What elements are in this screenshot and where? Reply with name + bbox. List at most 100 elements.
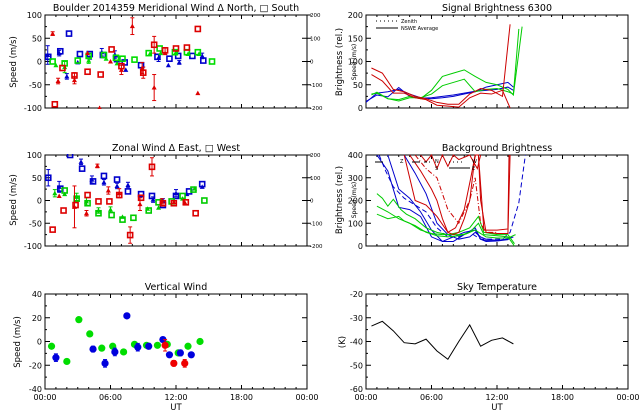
data-point-square <box>78 165 86 172</box>
title-background: Background Brightness <box>442 143 552 154</box>
y-tick-label: 0 <box>37 338 42 347</box>
data-point-square <box>148 192 156 200</box>
frame-background <box>365 154 629 247</box>
data-point-triangle <box>199 184 205 189</box>
legend-label-w: W <box>472 159 477 165</box>
data-point-triangle <box>123 67 129 72</box>
data-point <box>52 354 60 362</box>
data-point-square <box>112 54 120 62</box>
y-tick-label: -50 <box>29 219 42 228</box>
data-point-triangle <box>176 59 182 65</box>
data-point-triangle <box>192 186 198 191</box>
y-right-tick-label: -100 <box>310 83 323 89</box>
data-point-triangle <box>129 23 135 29</box>
y-tick-label: 200 <box>348 197 363 206</box>
ylabel-zonal: Speed (m/s) <box>9 174 19 226</box>
data-point-square <box>100 51 108 59</box>
series-line-green-3 <box>376 205 516 239</box>
y-right-tick-label: -100 <box>310 221 323 227</box>
title-zonal: Zonal Wind Δ East, □ West <box>112 143 240 154</box>
data-point-triangle <box>55 78 61 84</box>
marks-zonal <box>45 154 208 244</box>
data-point <box>98 344 106 352</box>
data-point <box>170 359 178 367</box>
y-right-tick-label: 100 <box>310 36 321 42</box>
ylabel-right-meridional: Speed (m/s) <box>351 44 358 80</box>
series-line-red-3 <box>420 154 482 171</box>
data-point-square <box>145 207 153 214</box>
legend-label-z: Z <box>400 159 404 165</box>
data-point-square <box>49 58 56 65</box>
legend-label-n: N <box>435 159 439 165</box>
x-tick-label: 00:00 <box>295 393 318 402</box>
plot-area-meridional: 100 50 0 -50 -100 200 100 0 -100 -200 <box>24 11 323 113</box>
data-point <box>153 341 162 349</box>
legend-label-e: E <box>472 166 475 172</box>
data-point-square <box>119 216 126 223</box>
data-point-triangle <box>78 159 84 164</box>
plot-area-vertical: 00:00 06:00 12:00 18:00 00:00 40 20 0 -20 -40 <box>29 290 319 402</box>
y-tick-label: 0 <box>37 58 42 67</box>
data-point <box>75 316 83 324</box>
x-tick-label: 06:00 <box>420 393 443 402</box>
data-point-triangle <box>56 193 62 198</box>
data-point-triangle <box>62 191 68 197</box>
y-tick-label: -50 <box>350 361 363 370</box>
plot-area-signal: 200 150 100 50 0 <box>348 11 629 113</box>
data-point-triangle <box>64 73 70 79</box>
y-tick-label: -20 <box>350 290 363 299</box>
y-tick-label: 0 <box>358 104 363 113</box>
data-point-square <box>59 64 66 72</box>
data-point <box>196 337 204 346</box>
data-point <box>123 312 131 320</box>
data-point-triangle <box>50 31 56 36</box>
panel-skytemp: Sky Temperature (K) UT 00:00 06:00 12:00 18… <box>338 282 640 413</box>
data-point-triangle <box>147 51 153 57</box>
legend-background: Z N S W E <box>375 159 477 172</box>
data-point-square <box>192 209 199 217</box>
data-point-triangle <box>165 62 171 68</box>
y-tick-label: -40 <box>350 338 363 347</box>
y-right-tick-label: 200 <box>310 153 321 159</box>
data-point-square <box>106 198 113 205</box>
data-point-triangle <box>173 49 179 55</box>
plot-area-skytemp: 00:00 06:00 12:00 18:00 00:00 -20 -30 -40 -50 -60 <box>350 290 640 402</box>
data-point-square <box>89 178 97 185</box>
y-right-tick-label: -200 <box>310 106 323 112</box>
series-line-red-dash <box>414 154 497 233</box>
ylabel-meridional: Speed (m/s) <box>9 36 19 88</box>
ylabel-skytemp: (K) <box>338 336 348 348</box>
series-line-green-1 <box>371 26 523 101</box>
data-point-triangle <box>125 182 131 188</box>
data-point <box>111 348 119 356</box>
panel-zonal: Zonal Wind Δ East, □ West Speed (m/s) Sp… <box>9 143 358 251</box>
data-point-square <box>139 69 147 76</box>
y-tick-label: 40 <box>32 290 42 299</box>
data-point-square <box>131 56 138 63</box>
series-line-blue-dash <box>378 154 526 240</box>
plot-area-zonal: 100 50 0 -50 -100 200 100 0 -100 -200 <box>24 151 323 251</box>
x-tick-label: 18:00 <box>551 393 574 402</box>
marks-skytemp <box>371 320 514 361</box>
data-point-square <box>45 53 52 61</box>
data-point-square <box>171 48 179 56</box>
y-tick-label: 400 <box>348 151 363 160</box>
data-point-square <box>51 100 59 108</box>
data-point-square <box>208 58 216 65</box>
data-point-triangle <box>196 51 202 57</box>
series-line-sky <box>371 320 514 361</box>
data-point-triangle <box>137 201 143 207</box>
data-point-triangle <box>199 53 205 58</box>
data-point-square <box>108 46 115 53</box>
panel-background: Background Brightness Brightness (rel.) … <box>335 143 629 251</box>
data-point-square <box>119 55 126 63</box>
y-right-tick-label: 100 <box>310 176 321 182</box>
data-point-triangle <box>86 58 92 63</box>
x-tick-label: 00:00 <box>616 393 639 402</box>
data-point-square <box>183 44 191 51</box>
data-point <box>165 351 174 359</box>
data-point-square <box>66 154 74 159</box>
data-point-square <box>95 209 102 217</box>
y-tick-label: 50 <box>32 34 42 43</box>
